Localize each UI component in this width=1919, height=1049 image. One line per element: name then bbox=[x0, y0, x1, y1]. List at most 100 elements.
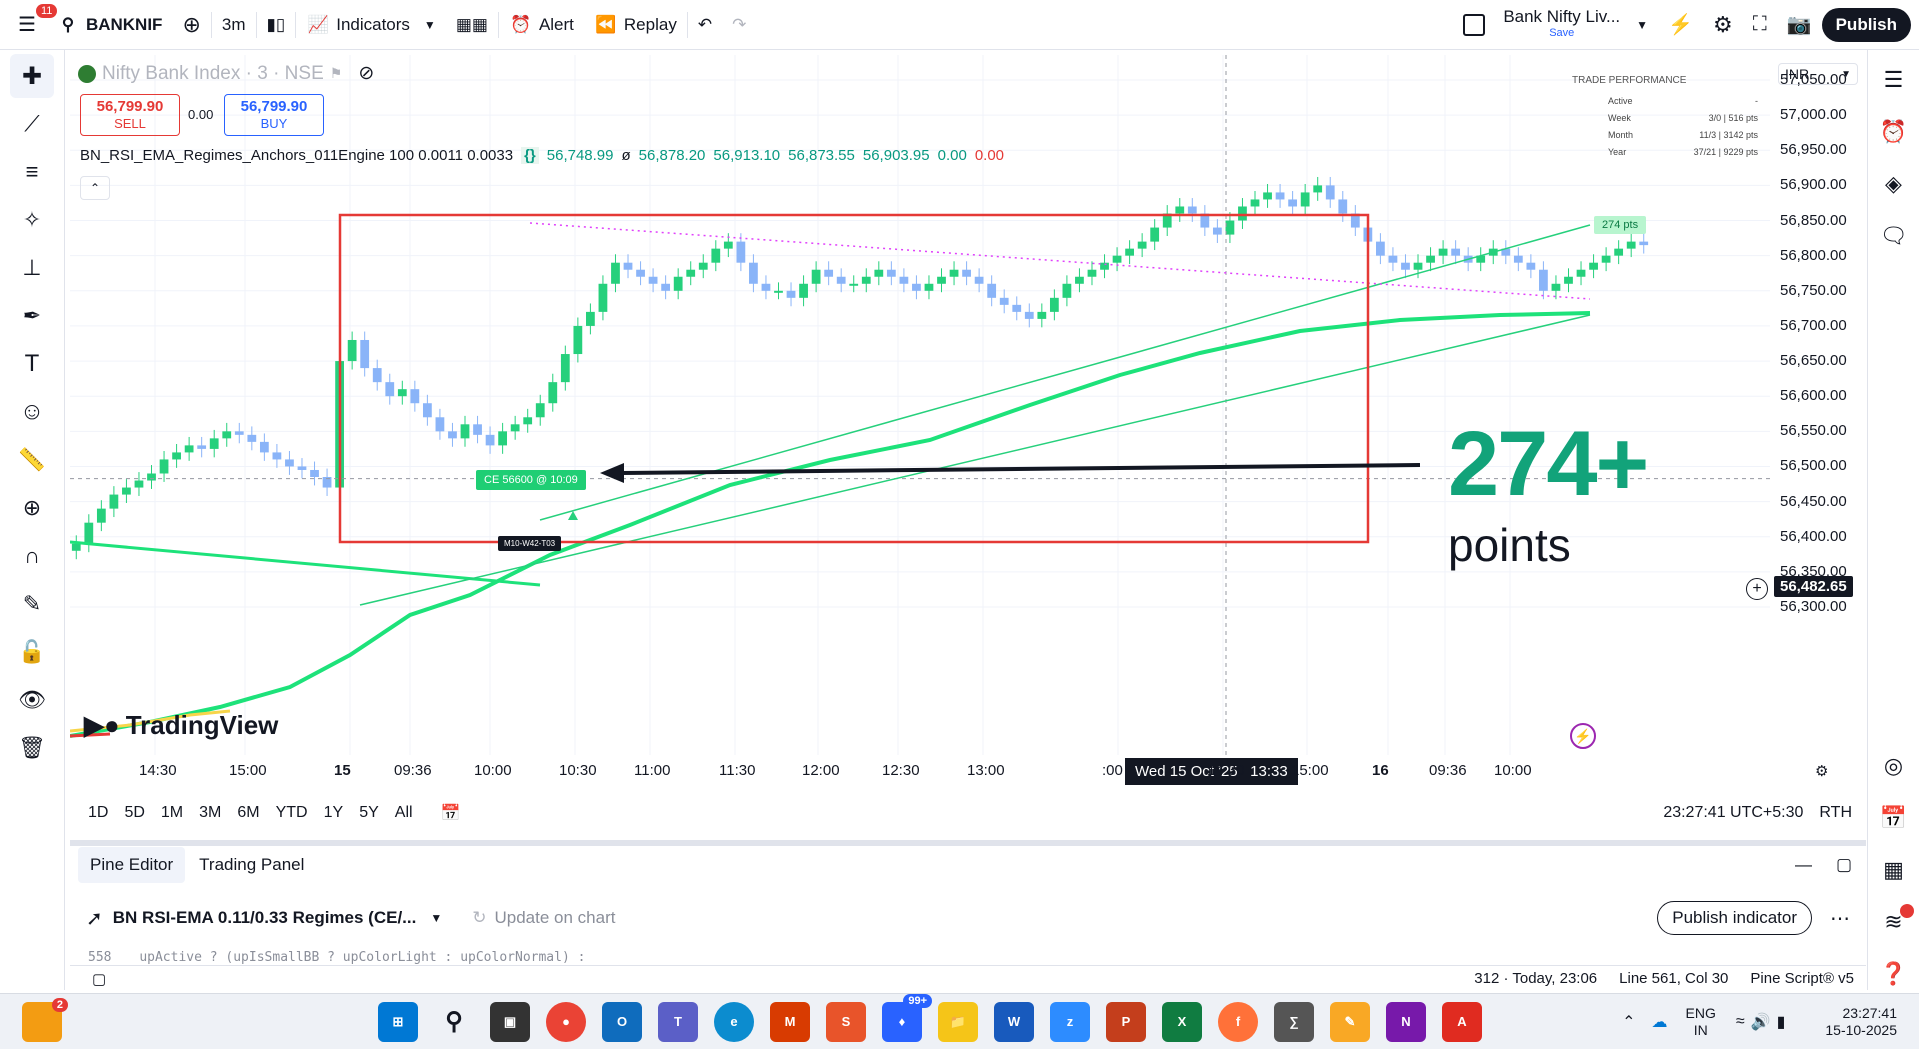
range-button[interactable]: 5Y bbox=[359, 804, 379, 821]
crosshair-tool[interactable]: ✚ bbox=[10, 54, 54, 98]
battery-icon[interactable]: ▮ bbox=[1776, 1013, 1786, 1031]
stay-drawing-tool[interactable]: ✎ bbox=[10, 582, 54, 626]
chevron-up-icon[interactable]: ⌃ bbox=[1622, 1013, 1636, 1031]
watchlist-button[interactable]: ☰ bbox=[1872, 58, 1916, 102]
axis-settings-icon[interactable]: ⚙ bbox=[1815, 763, 1829, 780]
zoom-tool[interactable]: ⊕ bbox=[10, 486, 54, 530]
powerpoint-icon[interactable]: P bbox=[1106, 1001, 1146, 1042]
date-range-icon[interactable]: 📅 bbox=[440, 805, 461, 822]
replay-button[interactable]: ⏪ Replay bbox=[584, 0, 687, 50]
console-icon[interactable]: ▢ bbox=[92, 970, 107, 988]
collapse-legend-button[interactable]: ⌃ bbox=[80, 176, 110, 200]
acrobat-icon[interactable]: A bbox=[1442, 1001, 1482, 1042]
layouts-button[interactable]: ▦▦ bbox=[446, 0, 498, 50]
pattern-tool[interactable]: ✧ bbox=[10, 198, 54, 242]
chat-button[interactable]: 🗨 bbox=[1872, 214, 1916, 258]
symbol-search[interactable]: ⚲ BANKNIF bbox=[46, 0, 173, 50]
calculator-icon[interactable]: ∑ bbox=[1274, 1001, 1314, 1042]
onedrive-icon[interactable]: ☁ bbox=[1651, 1013, 1668, 1031]
range-button[interactable]: 1M bbox=[160, 804, 184, 821]
range-button[interactable]: 1Y bbox=[323, 804, 344, 821]
chrome-icon[interactable]: ● bbox=[546, 1001, 586, 1042]
sell-button[interactable]: 56,799.90 SELL bbox=[80, 94, 180, 136]
edge-icon[interactable]: e bbox=[714, 1001, 754, 1042]
session-button[interactable]: RTH bbox=[1819, 804, 1852, 821]
redo-button[interactable]: ↷ bbox=[722, 0, 756, 50]
tab-pine-editor[interactable]: Pine Editor bbox=[78, 847, 186, 883]
calendar-button[interactable]: 📅 bbox=[1872, 796, 1916, 840]
eye-off-icon[interactable]: ⊘ bbox=[358, 63, 375, 84]
flag-icon[interactable]: ⚑ bbox=[329, 65, 343, 81]
braces-icon[interactable]: {} bbox=[521, 147, 539, 164]
symbol-legend[interactable]: Nifty Bank Index · 3 · NSE ⚑ ⊘ bbox=[78, 62, 374, 85]
stream-button[interactable]: ≋ bbox=[1872, 900, 1916, 944]
minimize-panel-button[interactable]: — bbox=[1794, 855, 1812, 874]
range-button[interactable]: 6M bbox=[237, 804, 260, 821]
chart-type-button[interactable]: ▮▯ bbox=[257, 0, 296, 50]
main-menu-button[interactable]: ☰ 11 bbox=[0, 0, 58, 50]
indicator-legend[interactable]: BN_RSI_EMA_Regimes_Anchors_011Engine 100… bbox=[80, 147, 1004, 164]
fullscreen-button[interactable]: ⛶ bbox=[1743, 0, 1777, 50]
interval-button[interactable]: 3m bbox=[221, 14, 246, 34]
weather-icon[interactable]: 2 bbox=[22, 997, 68, 1042]
word-icon[interactable]: W bbox=[994, 1001, 1034, 1042]
compare-button[interactable]: ⊕ bbox=[172, 0, 210, 50]
language-version[interactable]: Pine Script® v5 bbox=[1750, 970, 1854, 987]
undo-button[interactable]: ↶ bbox=[688, 0, 722, 50]
script-name[interactable]: BN RSI-EMA 0.11/0.33 Regimes (CE/... bbox=[112, 908, 417, 927]
layout-selector[interactable]: Bank Nifty Liv... Save ▼ bbox=[1453, 0, 1658, 50]
volume-icon[interactable]: 🔊 bbox=[1750, 1013, 1771, 1031]
ruler-tool[interactable]: 📏 bbox=[10, 438, 54, 482]
range-button[interactable]: 3M bbox=[199, 804, 222, 821]
file-explorer-icon[interactable]: 📁 bbox=[938, 1001, 978, 1042]
range-button[interactable]: YTD bbox=[275, 804, 308, 821]
tradingview-app-icon[interactable]: 99+ ♦ bbox=[882, 993, 932, 1042]
chevron-down-icon[interactable]: ▼ bbox=[430, 911, 443, 925]
trendline-tool[interactable]: ⟋ bbox=[10, 102, 54, 146]
chevron-down-icon[interactable]: ▼ bbox=[423, 17, 436, 32]
indicators-button[interactable]: 📈 Indicators ▼ bbox=[296, 0, 446, 50]
layers-button[interactable]: ◈ bbox=[1872, 162, 1916, 206]
outlook-icon[interactable]: O bbox=[602, 1001, 642, 1042]
range-button[interactable]: 1D bbox=[88, 804, 109, 821]
forecast-tool[interactable]: ⊥ bbox=[10, 246, 54, 290]
fib-tool[interactable]: ≡ bbox=[10, 150, 54, 194]
publish-indicator-button[interactable]: Publish indicator bbox=[1657, 901, 1812, 935]
remove-tool[interactable]: 🗑 bbox=[10, 726, 54, 770]
price-chart[interactable] bbox=[70, 55, 1770, 760]
price-axis[interactable]: INR ▼ 57,050.00 57,000.00 56,950.00 56,900.0… bbox=[1770, 55, 1866, 760]
buy-button[interactable]: 56,799.90 BUY bbox=[224, 94, 324, 136]
publish-button[interactable]: Publish bbox=[1821, 7, 1911, 42]
onenote-icon[interactable]: N bbox=[1386, 1001, 1426, 1042]
language-indicator[interactable]: ENG IN bbox=[1686, 1005, 1716, 1039]
snapshot-button[interactable]: 📷 bbox=[1777, 0, 1822, 50]
text-tool[interactable]: T bbox=[10, 342, 54, 386]
currency-selector[interactable]: INR ▼ bbox=[1778, 63, 1858, 85]
update-on-chart-button[interactable]: Update on chart bbox=[494, 908, 616, 927]
lock-tool[interactable]: 🔓 bbox=[10, 630, 54, 674]
settings-button[interactable]: ⚙ bbox=[1703, 0, 1743, 50]
brush-tool[interactable]: ✒ bbox=[10, 294, 54, 338]
alerts-panel-button[interactable]: ⏰ bbox=[1872, 110, 1916, 154]
range-button[interactable]: All bbox=[394, 804, 413, 821]
system-clock[interactable]: 23:27:41 15-10-2025 bbox=[1825, 1005, 1897, 1039]
task-view-icon[interactable]: ▣ bbox=[490, 1001, 530, 1042]
emoji-tool[interactable]: ☺ bbox=[10, 390, 54, 434]
excel-icon[interactable]: X bbox=[1162, 1001, 1202, 1042]
sticky-app-icon[interactable]: ✎ bbox=[1330, 1001, 1370, 1042]
alert-button[interactable]: ⏰ Alert bbox=[499, 0, 584, 50]
apps-button[interactable]: ▦ bbox=[1872, 848, 1916, 892]
lightning-badge-icon[interactable]: ⚡ bbox=[1570, 723, 1596, 749]
search-icon[interactable]: ⚲ bbox=[445, 1008, 463, 1035]
maximize-panel-button[interactable]: ▢ bbox=[1835, 855, 1852, 874]
m365-icon[interactable]: M bbox=[770, 1001, 810, 1042]
crosshair-plus-button[interactable]: + bbox=[1746, 578, 1768, 600]
start-icon[interactable]: ⊞ bbox=[378, 1001, 418, 1042]
hide-tool[interactable]: 👁 bbox=[10, 678, 54, 722]
zoom-icon[interactable]: z bbox=[1050, 1001, 1090, 1042]
range-button[interactable]: 5D bbox=[124, 804, 145, 821]
quick-search-button[interactable]: ⚡ bbox=[1658, 0, 1703, 50]
time-axis[interactable]: Wed 15 Oct '25 13:33 ⚙ 14:30 15:00 15 09:36… bbox=[70, 758, 1828, 788]
wifi-icon[interactable]: ≈ bbox=[1735, 1012, 1745, 1030]
more-options-icon[interactable]: ⋯ bbox=[1830, 907, 1850, 930]
